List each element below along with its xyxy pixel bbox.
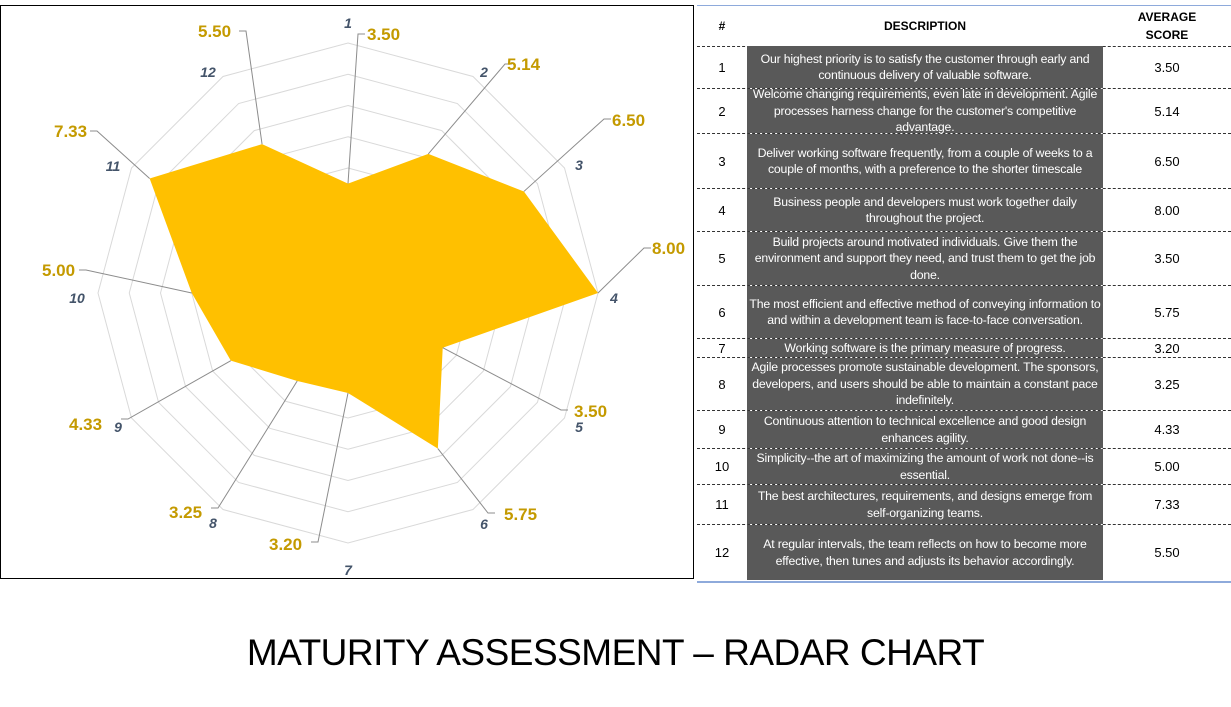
row-score: 5.50 — [1154, 545, 1180, 560]
row-description: Build projects around motivated individu… — [747, 232, 1103, 285]
table-header: # DESCRIPTION AVERAGE SCORE — [697, 6, 1231, 47]
scores-table: # DESCRIPTION AVERAGE SCORE 1 Our highest … — [697, 5, 1231, 583]
row-score: 7.33 — [1154, 497, 1180, 512]
data-label: 5.75 — [504, 505, 537, 524]
table-row: 7 Working software is the primary measure… — [697, 339, 1231, 358]
leader-line — [79, 269, 192, 294]
row-number: 8 — [718, 376, 726, 392]
leader-line — [121, 360, 232, 420]
data-label: 5.50 — [198, 22, 231, 41]
header-score: AVERAGE SCORE — [1103, 6, 1231, 46]
row-description: Working software is the primary measure … — [747, 339, 1103, 357]
row-score: 5.00 — [1154, 459, 1180, 474]
leader-line — [427, 63, 512, 155]
row-number: 10 — [714, 459, 730, 474]
row-number: 3 — [718, 153, 726, 169]
header-description: DESCRIPTION — [883, 18, 966, 33]
row-score: 4.33 — [1154, 422, 1180, 437]
row-score: 5.75 — [1154, 304, 1180, 320]
radar-chart: 3.50 1 5.14 2 6.50 3 8.00 4 3.50 5 5.75 6 3.20 7 3.25 8… — [0, 5, 694, 579]
data-label: 8.00 — [652, 239, 685, 258]
axis-label: 11 — [106, 158, 121, 174]
table-row: 1 Our highest priority is to satisfy the … — [697, 46, 1231, 89]
table-row: 4 Business people and developers must wor… — [697, 189, 1231, 232]
data-label: 7.33 — [54, 122, 87, 141]
header-score-line2: SCORE — [1145, 28, 1189, 42]
table-row: 12 At regular intervals, the team reflect… — [697, 525, 1231, 580]
row-description: The most efficient and effective method … — [747, 286, 1103, 338]
row-description: Agile processes promote sustainable deve… — [747, 358, 1103, 410]
leader-line — [239, 30, 263, 145]
axis-label: 7 — [344, 562, 353, 578]
axis-label: 3 — [575, 157, 583, 173]
leader-line — [523, 118, 611, 192]
row-number: 2 — [718, 103, 726, 119]
grid-ring — [97, 42, 599, 544]
row-number: 7 — [718, 340, 726, 356]
row-score: 3.20 — [1154, 340, 1180, 356]
table-row: 11 The best architectures, requirements, … — [697, 485, 1231, 525]
data-label: 3.25 — [169, 503, 202, 522]
row-description: Business people and developers must work… — [747, 189, 1103, 231]
axis-label: 9 — [114, 419, 122, 435]
leader-line — [347, 33, 365, 184]
axis-label: 8 — [209, 515, 217, 531]
data-label: 3.20 — [269, 535, 302, 554]
leader-line — [437, 448, 495, 514]
table-row: 10 Simplicity--the art of maximizing the … — [697, 449, 1231, 485]
row-description: Our highest priority is to satisfy the c… — [747, 46, 1103, 88]
row-number: 1 — [718, 59, 726, 75]
row-score: 3.50 — [1154, 251, 1180, 266]
table-row: 9 Continuous attention to technical excel… — [697, 411, 1231, 449]
row-score: 5.14 — [1154, 103, 1180, 119]
page-title: MATURITY ASSESSMENT – RADAR CHART — [246, 632, 985, 673]
row-score: 8.00 — [1154, 202, 1180, 218]
row-number: 6 — [718, 304, 726, 320]
data-label: 4.33 — [69, 415, 102, 434]
leader-line — [90, 130, 150, 179]
table-row: 2 Welcome changing requirements, even lat… — [697, 87, 1231, 134]
table-row: 5 Build projects around motivated individ… — [697, 232, 1231, 286]
row-description: Welcome changing requirements, even late… — [747, 87, 1103, 134]
axis-label: 10 — [69, 290, 85, 306]
table-row: 3 Deliver working software frequently, fr… — [697, 134, 1231, 189]
row-score: 6.50 — [1154, 153, 1180, 169]
row-number: 9 — [718, 422, 726, 437]
row-number: 11 — [715, 497, 729, 512]
axis-label: 1 — [344, 15, 352, 31]
row-description: Continuous attention to technical excell… — [747, 411, 1103, 448]
row-number: 4 — [718, 202, 726, 218]
row-description: Simplicity--the art of maximizing the am… — [747, 449, 1103, 484]
table-row: 8 Agile processes promote sustainable dev… — [697, 358, 1231, 411]
axis-label: 6 — [480, 516, 488, 532]
row-description: Deliver working software frequently, fro… — [747, 134, 1103, 188]
header-num: # — [718, 19, 726, 33]
data-area — [149, 144, 599, 449]
row-score: 3.25 — [1154, 376, 1180, 392]
axis-label: 5 — [575, 419, 583, 435]
data-label: 6.50 — [612, 111, 645, 130]
row-description: The best architectures, requirements, an… — [747, 485, 1103, 524]
leader-line — [597, 247, 651, 294]
row-description: At regular intervals, the team reflects … — [747, 525, 1103, 580]
data-label: 5.00 — [42, 261, 75, 280]
table-row: 6 The most efficient and effective method… — [697, 286, 1231, 339]
data-label: 5.14 — [507, 55, 541, 74]
radar-chart-svg: 3.5015.1426.5038.0043.5055.7563.2073.258… — [42, 15, 685, 578]
leader-line — [211, 380, 298, 509]
data-label: 3.50 — [367, 25, 400, 44]
leader-line — [311, 392, 349, 543]
axis-label: 2 — [479, 64, 488, 80]
header-score-line1: AVERAGE — [1137, 10, 1197, 24]
row-number: 12 — [714, 545, 730, 560]
leader-line — [442, 347, 568, 411]
data-label: 3.50 — [574, 402, 607, 421]
axis-label: 4 — [609, 290, 618, 306]
row-score: 3.50 — [1154, 59, 1180, 75]
axis-label: 12 — [200, 64, 216, 80]
row-number: 5 — [718, 251, 726, 266]
